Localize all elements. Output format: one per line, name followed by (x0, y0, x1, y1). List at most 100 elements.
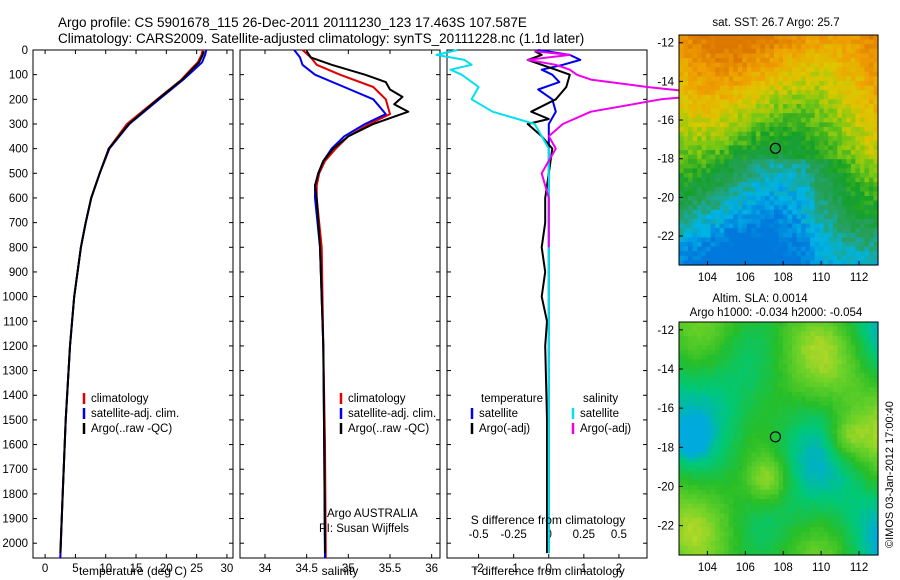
x-tick-label: 0 (546, 563, 552, 575)
map-x-tick-label: 104 (698, 272, 718, 284)
sla-map-panel: Altim. SLA: 0.0014 Argo h1000: -0.034 h2… (657, 293, 879, 574)
y-tick-label: 1900 (2, 514, 28, 526)
s-tick-label: -0.25 (501, 529, 527, 541)
y-tick-label: 200 (9, 94, 28, 106)
map-y-tick-label: -12 (657, 325, 674, 337)
map-y-tick-label: -14 (657, 76, 674, 88)
y-tick-label: 1700 (2, 464, 28, 476)
y-tick-label: 600 (9, 193, 28, 205)
differences-xlabel-top: S difference from climatology (471, 513, 626, 527)
x-tick-label: 5 (72, 563, 78, 575)
x-tick-label: 36 (425, 563, 438, 575)
map-x-tick-label: 106 (736, 272, 755, 284)
temperature-plot-frame (32, 49, 234, 559)
y-tick-label: 1300 (2, 366, 28, 378)
salinity-panel: 34 34.5 35 35.5 36 salinity climatology satel… (239, 49, 441, 578)
map-x-tick-label: 112 (850, 562, 868, 574)
y-tick-label: 0 (22, 45, 28, 57)
map-x-tick-label: 104 (698, 562, 718, 574)
annotation-pi: PI: Susan Wijffels (319, 523, 409, 535)
legend-label: satellite-adj. clim. (348, 408, 436, 420)
s-tick-label: 0.25 (573, 529, 595, 541)
x-tick-label: 1 (581, 563, 587, 575)
map-x-tick-label: 110 (812, 272, 830, 284)
y-tick-label: 100 (9, 70, 28, 82)
sst-map-panel: sat. SST: 26.7 Argo: 25.7 104 106 108 110 11… (657, 17, 879, 284)
y-tick-label: 500 (9, 168, 28, 180)
sst-map-argo-marker (769, 142, 782, 154)
y-tick-label: 1800 (2, 489, 28, 501)
differences-panel: -2 -1 0 1 2-0.5 -0.25 0 0.25 0.5 S difference fr… (435, 49, 719, 578)
x-tick-label: 15 (130, 563, 143, 575)
x-tick-label: 34.5 (295, 563, 317, 575)
temperature-panel: 0100200300400500600700800900100011001200… (2, 45, 234, 578)
legend-label: satellite-adj. clim. (91, 408, 179, 420)
x-tick-label: 10 (99, 563, 112, 575)
y-tick-label: 1600 (2, 440, 28, 452)
y-tick-label: 1200 (2, 341, 28, 353)
y-tick-label: 2000 (2, 538, 28, 550)
differences-xlabel: T difference from climatology (471, 564, 625, 578)
legend-title-salinity: salinity (583, 393, 618, 405)
series-line-t-argo-adj- (526, 50, 571, 554)
title-line-1: Argo profile: CS 5901678_115 26-Dec-2011… (58, 15, 527, 30)
x-tick-label: -1 (509, 563, 519, 575)
y-tick-label: 300 (9, 119, 28, 131)
y-tick-label: 1100 (3, 316, 28, 328)
series-line-argo-raw-qc- (59, 50, 205, 554)
sla-map-title-2: Argo h1000: -0.034 h2000: -0.054 (690, 307, 863, 319)
imos-credit: ©IMOS 03-Jan-2012 17:00:40 (884, 401, 896, 548)
legend-label: satellite (479, 408, 518, 420)
legend-label: satellite (580, 408, 619, 420)
x-tick-label: 25 (190, 563, 203, 575)
legend-label: Argo(..raw -QC) (348, 423, 429, 435)
y-tick-label: 1000 (2, 292, 28, 304)
map-y-tick-label: -14 (657, 364, 674, 376)
y-tick-label: 800 (9, 242, 28, 254)
legend-label: climatology (91, 393, 149, 405)
sla-map-frame (678, 321, 879, 556)
legend-label: Argo(..raw -QC) (91, 423, 172, 435)
map-x-tick-label: 108 (774, 562, 793, 574)
legend-title-temperature: temperature (481, 393, 543, 405)
salinity-plot-frame (239, 49, 441, 559)
s-tick-label: 0.5 (611, 529, 627, 541)
x-tick-label: 30 (221, 563, 234, 575)
map-y-tick-label: -22 (657, 521, 674, 533)
map-y-tick-label: -18 (657, 442, 674, 454)
series-line-s-satellite (435, 49, 550, 554)
sla-map-argo-marker (769, 431, 782, 443)
x-tick-label: 35.5 (379, 563, 401, 575)
salinity-xlabel: salinity (322, 564, 359, 578)
x-tick-label: 20 (160, 563, 173, 575)
map-x-tick-label: 108 (774, 272, 793, 284)
sst-map-frame (678, 34, 879, 266)
map-y-tick-label: -22 (657, 231, 674, 243)
x-tick-label: 2 (616, 563, 622, 575)
sla-map-title-1: Altim. SLA: 0.0014 (712, 293, 808, 305)
s-tick-label: -0.5 (469, 529, 489, 541)
y-tick-label: 1400 (2, 390, 28, 402)
x-tick-label: 34 (259, 563, 272, 575)
map-y-tick-label: -16 (657, 115, 674, 127)
series-line-argo-raw-qc- (305, 50, 410, 554)
legend-label: Argo(-adj) (479, 423, 530, 435)
map-y-tick-label: -18 (657, 154, 674, 166)
annotation-argo-australia: Argo AUSTRALIA (327, 508, 418, 520)
map-x-tick-label: 110 (812, 562, 830, 574)
map-y-tick-label: -20 (657, 192, 674, 204)
map-y-tick-label: -12 (657, 38, 674, 50)
x-tick-label: 35 (342, 563, 355, 575)
map-x-tick-label: 112 (850, 272, 868, 284)
y-tick-label: 400 (9, 144, 28, 156)
y-tick-label: 1500 (2, 415, 28, 427)
map-x-tick-label: 106 (736, 562, 755, 574)
legend-label: climatology (348, 393, 406, 405)
y-tick-label: 900 (9, 267, 28, 279)
temperature-xlabel: temperature (deg C) (79, 564, 187, 578)
y-tick-label: 700 (9, 218, 28, 230)
x-tick-label: 0 (42, 563, 48, 575)
legend-label: Argo(-adj) (580, 423, 631, 435)
map-y-tick-label: -20 (657, 481, 674, 493)
